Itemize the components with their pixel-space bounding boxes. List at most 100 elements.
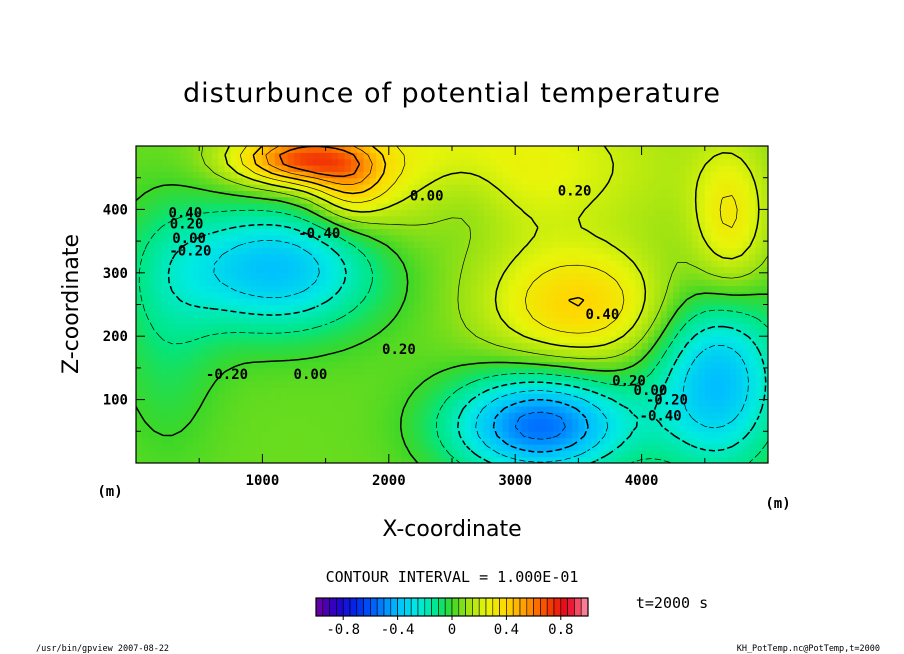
field-cell — [572, 272, 579, 280]
field-cell — [161, 456, 169, 463]
field-cell — [382, 184, 390, 191]
field-cell — [344, 222, 352, 230]
field-cell — [173, 424, 181, 432]
field-cell — [173, 380, 181, 388]
field-cell — [382, 443, 390, 451]
field-cell — [572, 304, 579, 312]
field-cell — [622, 266, 630, 274]
field-cell — [376, 260, 384, 268]
field-cell — [211, 171, 219, 179]
field-cell — [717, 367, 725, 375]
field-cell — [218, 431, 226, 439]
field-cell — [641, 158, 649, 166]
field-cell — [616, 241, 624, 249]
field-cell — [407, 424, 415, 432]
field-cell — [591, 450, 598, 458]
field-cell — [452, 456, 459, 463]
field-cell — [433, 393, 440, 401]
field-cell — [616, 266, 624, 274]
field-cell — [300, 279, 308, 287]
field-cell — [540, 374, 548, 382]
field-cell — [426, 285, 434, 293]
field-cell — [565, 247, 573, 255]
field-cell — [717, 279, 725, 287]
field-cell — [426, 234, 434, 242]
field-cell — [698, 260, 706, 268]
field-cell — [173, 171, 181, 179]
field-cell — [237, 393, 245, 401]
field-cell — [565, 177, 573, 185]
field-cell — [237, 146, 245, 153]
field-cell — [742, 317, 750, 325]
field-cell — [420, 412, 428, 420]
field-cell — [502, 285, 510, 293]
field-cell — [540, 336, 548, 344]
field-cell — [230, 393, 238, 401]
field-cell — [572, 228, 579, 236]
field-cell — [199, 348, 207, 356]
field-cell — [281, 437, 289, 445]
field-cell — [256, 279, 263, 287]
field-cell — [736, 146, 744, 153]
field-cell — [736, 298, 744, 306]
field-cell — [173, 412, 181, 420]
field-cell — [692, 298, 700, 306]
field-cell — [515, 247, 523, 255]
field-cell — [565, 336, 573, 344]
field-cell — [199, 247, 207, 255]
field-cell — [647, 177, 655, 185]
field-cell — [331, 203, 339, 210]
field-cell — [136, 171, 143, 179]
field-cell — [647, 456, 655, 463]
field-cell — [161, 228, 169, 236]
field-cell — [483, 234, 491, 242]
field-cell — [679, 291, 687, 299]
field-cell — [622, 437, 630, 445]
field-cell — [597, 412, 605, 420]
field-cell — [502, 443, 510, 451]
field-cell — [755, 336, 763, 344]
field-cell — [704, 203, 712, 210]
field-cell — [224, 399, 232, 407]
field-cell — [654, 304, 662, 312]
field-cell — [205, 310, 213, 318]
field-cell — [306, 291, 314, 299]
field-cell — [211, 456, 219, 463]
field-cell — [610, 348, 617, 356]
field-cell — [540, 450, 548, 458]
field-cell — [622, 272, 630, 280]
field-cell — [350, 304, 358, 312]
field-cell — [154, 456, 162, 463]
field-cell — [192, 329, 200, 337]
field-cell — [628, 203, 636, 210]
field-cell — [388, 374, 396, 382]
field-cell — [673, 209, 681, 217]
field-cell — [325, 196, 333, 204]
field-cell — [420, 177, 428, 185]
field-cell — [192, 253, 200, 261]
field-cell — [173, 329, 181, 337]
field-cell — [173, 310, 181, 318]
field-cell — [578, 386, 586, 394]
field-cell — [755, 380, 763, 388]
field-cell — [628, 241, 636, 249]
field-cell — [211, 158, 219, 166]
field-cell — [192, 405, 200, 413]
field-cell — [230, 317, 238, 325]
field-cell — [167, 412, 175, 420]
field-cell — [641, 348, 649, 356]
field-cell — [300, 146, 308, 153]
field-cell — [180, 437, 188, 445]
field-cell — [357, 298, 365, 306]
field-cell — [654, 247, 662, 255]
field-cell — [641, 367, 649, 375]
field-cell — [723, 177, 731, 185]
field-cell — [489, 405, 497, 413]
field-cell — [439, 348, 447, 356]
field-cell — [730, 374, 737, 382]
field-cell — [224, 405, 232, 413]
field-cell — [344, 450, 352, 458]
field-cell — [515, 196, 523, 204]
field-cell — [218, 367, 226, 375]
field-cell — [388, 329, 396, 337]
